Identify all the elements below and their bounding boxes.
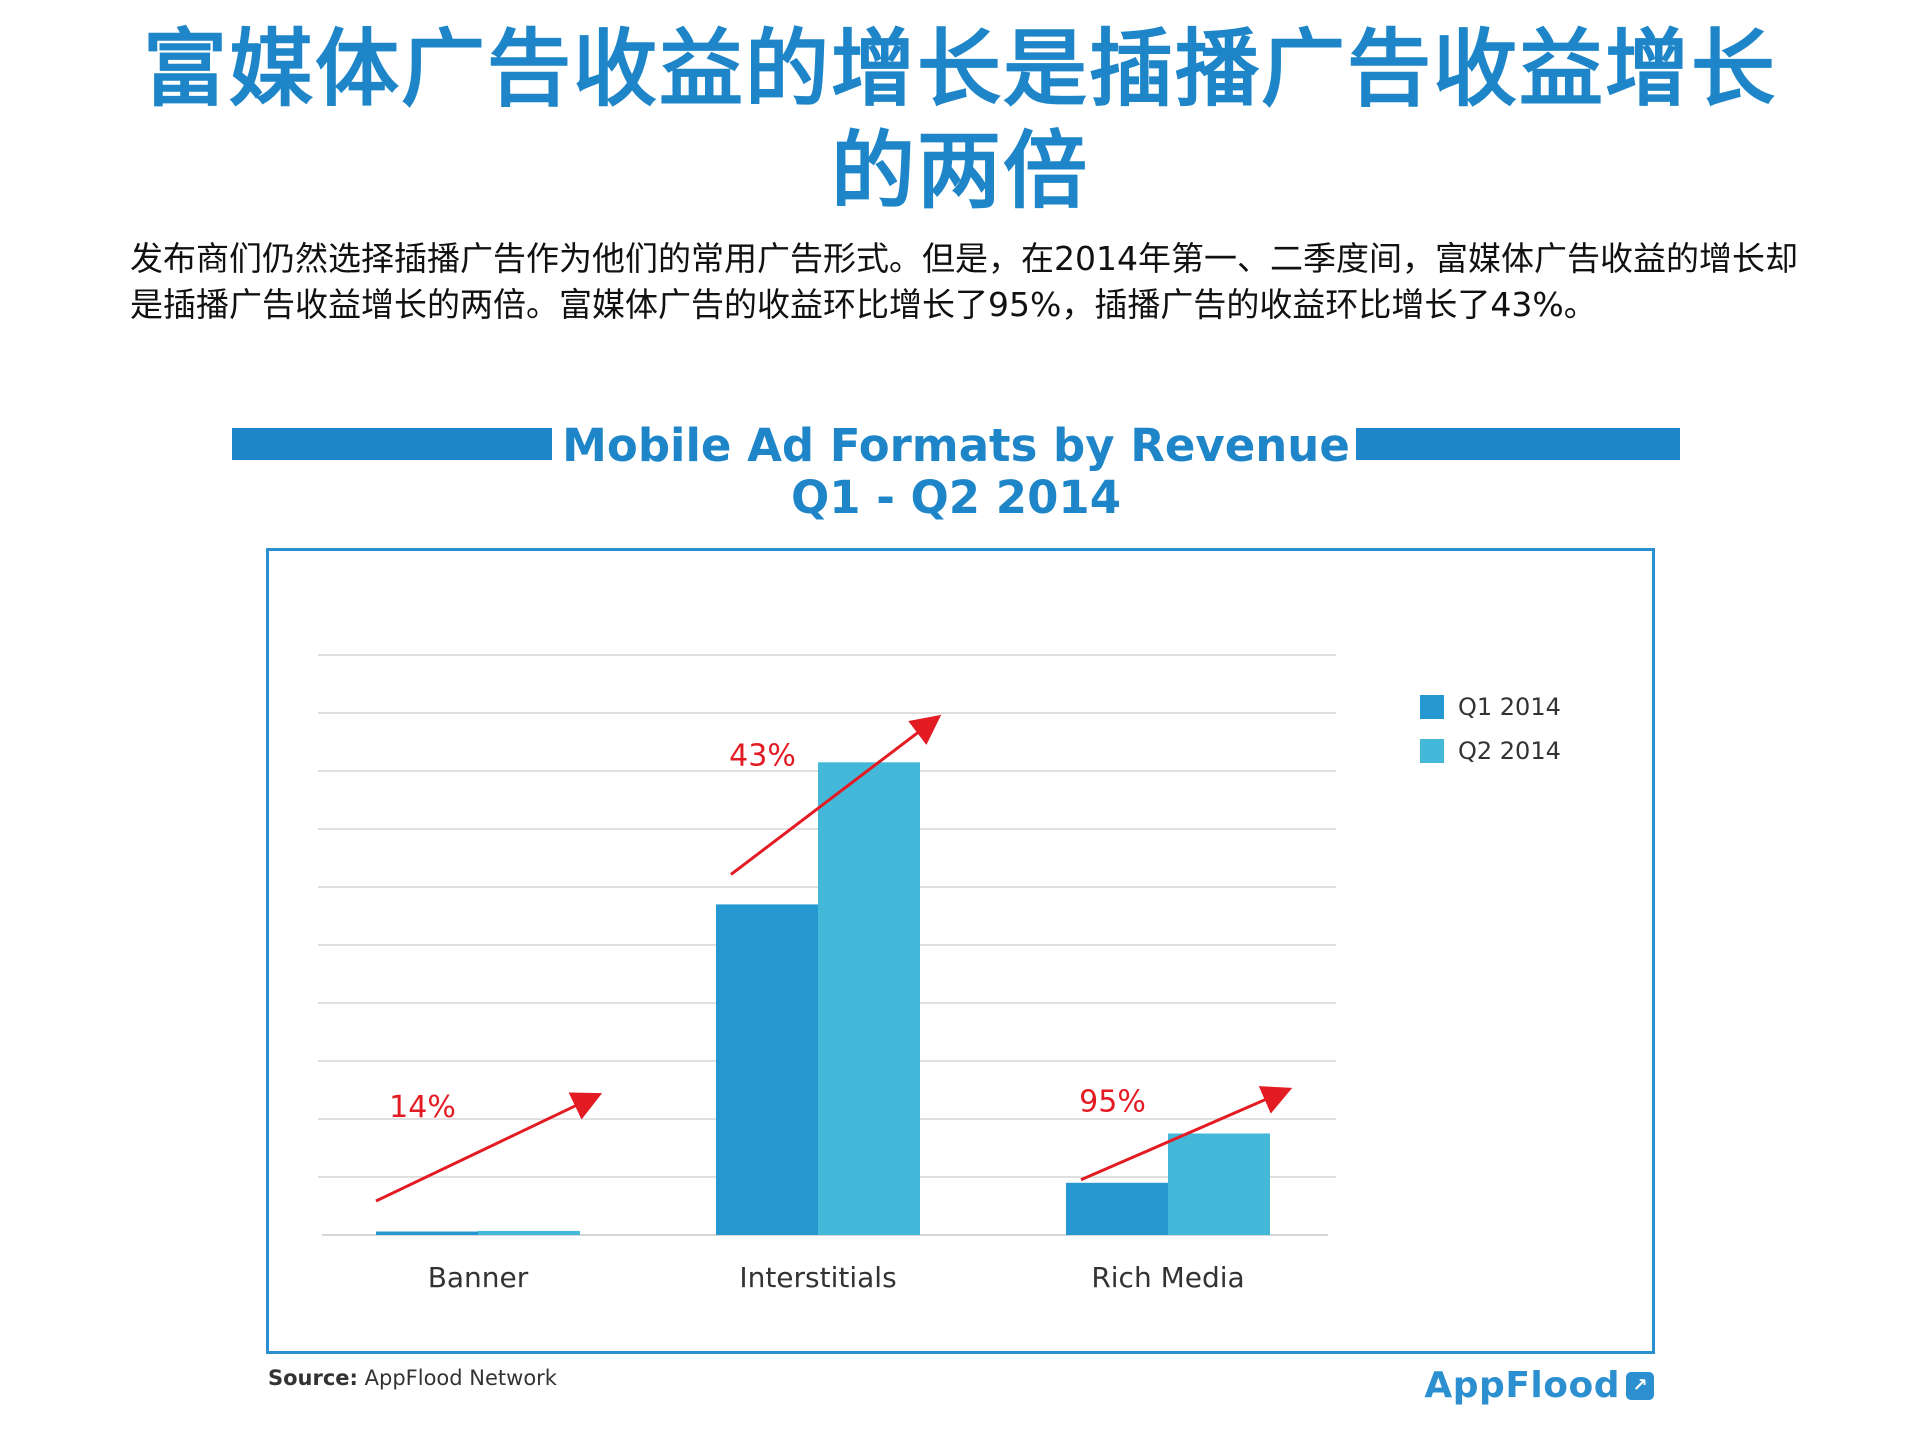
legend-item-q2: Q2 2014 <box>1420 729 1561 773</box>
bar <box>818 762 920 1235</box>
chart-title: Mobile Ad Formats by Revenue Q1 - Q2 201… <box>552 420 1360 524</box>
growth-label: 95% <box>1079 1085 1146 1120</box>
category-label: Interstitials <box>739 1261 896 1294</box>
legend-swatch-q2 <box>1420 739 1444 763</box>
category-label: Banner <box>428 1261 529 1294</box>
brand-logo: AppFlood ↗ <box>1424 1365 1654 1406</box>
bar <box>478 1230 580 1235</box>
chart-legend: Q1 2014 Q2 2014 <box>1420 685 1561 773</box>
growth-arrow <box>730 714 942 876</box>
growth-arrow <box>1080 1086 1293 1182</box>
title-bar-left <box>232 428 552 460</box>
chart-frame <box>266 548 1655 1354</box>
source-label: Source: <box>268 1366 358 1390</box>
growth-arrow <box>375 1092 603 1203</box>
source-note: Source: AppFlood Network <box>268 1366 557 1390</box>
growth-label: 14% <box>389 1090 456 1125</box>
bar <box>376 1231 478 1235</box>
bar <box>1168 1133 1270 1235</box>
legend-swatch-q1 <box>1420 695 1444 719</box>
brand-name: AppFlood <box>1424 1365 1620 1406</box>
chart-subtitle: Q1 - Q2 2014 <box>790 471 1122 524</box>
bar <box>1066 1182 1168 1235</box>
chart-title-band: Mobile Ad Formats by Revenue Q1 - Q2 201… <box>232 420 1680 524</box>
legend-item-q1: Q1 2014 <box>1420 685 1561 729</box>
category-label: Rich Media <box>1091 1261 1244 1294</box>
intro-paragraph: 发布商们仍然选择插播广告作为他们的常用广告形式。但是，在2014年第一、二季度间… <box>130 239 1798 324</box>
bar <box>716 904 818 1235</box>
source-text: AppFlood Network <box>364 1366 557 1390</box>
legend-label-q2: Q2 2014 <box>1458 737 1561 765</box>
title-bar-right <box>1356 428 1680 460</box>
growth-label: 43% <box>729 738 796 773</box>
brand-mark-icon: ↗ <box>1626 1371 1654 1400</box>
legend-label-q1: Q1 2014 <box>1458 693 1561 721</box>
page-headline: 富媒体广告收益的增长是插播广告收益增长的两倍 <box>142 20 1777 220</box>
chart-title-main: Mobile Ad Formats by Revenue <box>562 419 1350 472</box>
